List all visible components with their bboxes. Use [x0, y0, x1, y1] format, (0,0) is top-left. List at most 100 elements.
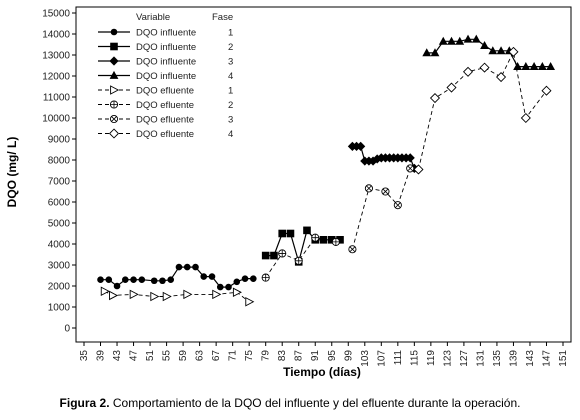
data-point [200, 273, 207, 280]
x-tick-label: 123 [442, 350, 453, 367]
legend-marker [111, 86, 119, 94]
data-point [270, 252, 278, 260]
x-tick-label: 75 [244, 350, 255, 362]
x-tick-label: 91 [310, 350, 321, 362]
legend-item: DQO influente 3 [98, 56, 233, 67]
data-point [279, 250, 286, 257]
legend-fase: 1 [228, 86, 233, 97]
data-point [167, 276, 174, 283]
data-point [209, 273, 216, 280]
data-point [130, 290, 138, 298]
data-point [217, 284, 224, 291]
figure-caption: Figura 2. Comportamiento de la DQO del i… [0, 396, 580, 410]
legend-fase: 4 [228, 129, 233, 140]
legend-label: DQO influente [136, 28, 196, 39]
data-point [497, 73, 506, 82]
series-line [105, 291, 250, 302]
data-point [278, 230, 286, 238]
data-point [303, 227, 311, 235]
series-influente-fase-2 [262, 227, 344, 266]
legend-item: DQO efluente 4 [98, 129, 233, 140]
data-point [246, 298, 254, 306]
y-tick-label: 12000 [42, 72, 70, 83]
x-tick-label: 67 [211, 350, 222, 362]
x-tick-label: 119 [426, 350, 437, 366]
x-tick-label: 115 [409, 350, 420, 366]
y-tick-label: 1000 [48, 303, 71, 314]
legend-item: DQO efluente 1 [98, 86, 233, 97]
y-axis-title: DQO (mg/ L) [5, 137, 19, 208]
data-point [242, 275, 249, 282]
legend-marker [110, 115, 117, 122]
data-point [513, 62, 522, 70]
data-point [101, 287, 109, 295]
data-point [365, 185, 372, 192]
y-tick-label: 9000 [48, 135, 71, 146]
data-point [349, 246, 356, 253]
x-tick-label: 99 [343, 350, 354, 362]
data-point [422, 48, 431, 56]
data-point [447, 83, 456, 92]
legend-label: DQO efluente [136, 86, 194, 97]
x-tick-label: 131 [475, 350, 486, 367]
legend-header-fase: Fase [212, 12, 233, 23]
x-tick-label: 147 [541, 350, 552, 367]
x-tick-label: 47 [129, 350, 140, 362]
legend-item: DQO influente 2 [98, 42, 233, 53]
data-point [431, 94, 440, 103]
x-tick-label: 59 [178, 350, 189, 362]
legend-fase: 2 [228, 100, 233, 111]
data-point [176, 264, 183, 271]
data-point [332, 238, 339, 245]
x-tick-label: 35 [79, 350, 90, 362]
legend-marker [110, 129, 119, 138]
legend: Variable Fase DQO influente 1 DQO influente 2… [98, 12, 233, 140]
legend-label: DQO influente [136, 42, 196, 53]
data-point [213, 290, 221, 298]
y-tick-label: 5000 [48, 219, 71, 230]
x-tick-label: 51 [145, 350, 156, 362]
y-tick-label: 15000 [42, 9, 70, 20]
x-tick-label: 71 [228, 350, 239, 362]
legend-marker [109, 56, 118, 65]
x-tick-label: 151 [558, 350, 569, 367]
y-tick-label: 11000 [43, 93, 71, 104]
data-point [114, 283, 121, 290]
x-axis-title: Tiempo (días) [283, 365, 361, 379]
y-tick-label: 2000 [48, 282, 71, 293]
legend-fase: 4 [228, 71, 233, 82]
data-point [295, 257, 302, 264]
data-point [233, 279, 240, 286]
x-tick-label: 63 [195, 350, 206, 362]
data-point [312, 234, 319, 241]
x-tick-label: 87 [294, 350, 305, 362]
x-tick-label: 79 [261, 350, 272, 362]
legend-fase: 3 [228, 115, 233, 126]
legend-label: DQO efluente [136, 129, 194, 140]
caption-text: Comportamiento de la DQO del influente y… [110, 396, 521, 410]
y-tick-label: 14000 [42, 30, 70, 41]
data-point [464, 35, 473, 43]
legend-item: DQO influente 4 [98, 71, 233, 82]
x-tick-label: 127 [459, 350, 470, 367]
x-tick-label: 107 [376, 350, 387, 367]
legend-item: DQO efluente 2 [98, 100, 233, 111]
legend-fase: 2 [228, 42, 233, 53]
x-tick-label: 39 [96, 350, 107, 362]
x-tick-label: 135 [492, 350, 503, 367]
legend-marker [111, 29, 118, 36]
y-tick-label: 7000 [48, 177, 71, 188]
data-point [163, 293, 171, 301]
legend-fase: 3 [228, 57, 233, 68]
data-point [530, 62, 539, 70]
data-point [262, 252, 270, 260]
data-point [538, 62, 547, 70]
x-tick-label: 43 [112, 350, 123, 362]
y-tick-label: 0 [64, 324, 70, 335]
x-tick-label: 103 [360, 350, 371, 367]
x-axis: 35 39 43 47 51 55 59 63 67 71 75 79 83 87 91 95 99 103 107… [79, 342, 569, 367]
data-point [151, 293, 159, 301]
data-point [472, 35, 481, 43]
y-tick-label: 13000 [42, 51, 70, 62]
